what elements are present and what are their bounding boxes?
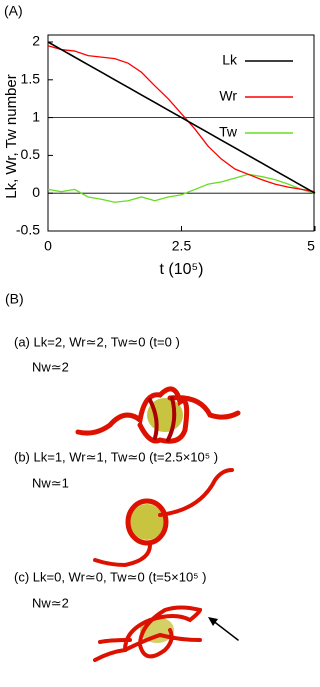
y-tick-label: 1 (32, 108, 40, 124)
wind-number: Nw≃2 (32, 359, 69, 374)
panel-label: (A) (4, 3, 23, 19)
wind-number: Nw≃2 (32, 595, 69, 610)
panel-label: (B) (5, 291, 24, 307)
snapshot (75, 386, 241, 444)
caption: (a) Lk=2, Wr≃2, Tw≃0 (t=0 ) (14, 334, 180, 349)
series-line (47, 173, 316, 203)
x-tick-label: 2.5 (172, 238, 192, 254)
series-line (47, 45, 316, 193)
y-tick-label: 2 (32, 33, 40, 49)
y-tick-label: 0 (32, 184, 40, 200)
caption: (b) Lk=1, Wr≃1, Tw≃0 (t=2.5×10⁵ ) (14, 449, 218, 464)
legend-label: Lk (222, 52, 238, 68)
x-axis-label: t (10⁵) (160, 261, 204, 278)
x-tick-label: 5 (307, 238, 315, 254)
series-line (47, 41, 316, 194)
snapshot (93, 468, 234, 568)
snapshot (93, 605, 239, 662)
wind-number: Nw≃1 (32, 475, 69, 490)
y-axis-label: Lk, Wr, Tw number (3, 74, 20, 199)
legend-label: Wr (219, 88, 237, 104)
caption: (c) Lk=0, Wr≃0, Tw≃0 (t=5×10⁵ ) (14, 569, 207, 584)
x-tick-label: 0 (44, 238, 52, 254)
legend-label: Tw (219, 124, 238, 140)
y-tick-label: 1.5 (21, 71, 41, 87)
y-tick-label: 0.5 (21, 146, 41, 162)
y-tick-label: -0.5 (16, 222, 40, 238)
